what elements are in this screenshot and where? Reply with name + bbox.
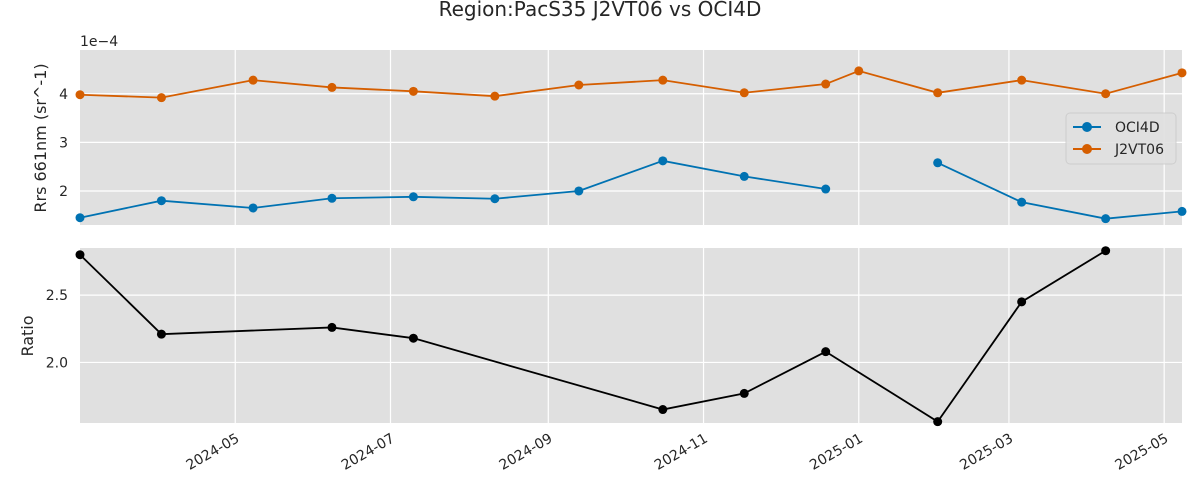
data-point-j2vt06 [248, 75, 258, 85]
data-point-oci4d [408, 192, 418, 202]
legend: OCI4D J2VT06 [1065, 112, 1177, 165]
data-point-oci4d [821, 184, 831, 194]
data-point-ratio [156, 329, 166, 339]
data-point-ratio [408, 333, 418, 343]
y-tick-label: 2.5 [46, 288, 68, 304]
panel-top-offset-text: 1e−4 [80, 34, 118, 50]
data-point-ratio [821, 347, 831, 357]
data-point-oci4d [327, 193, 337, 203]
data-point-j2vt06 [156, 93, 166, 103]
x-tick-label: 2024-09 [497, 431, 556, 474]
x-tick-label: 2024-11 [652, 431, 711, 474]
data-point-oci4d [156, 196, 166, 206]
x-tick-label: 2025-01 [807, 431, 866, 474]
chart-title: Region:PacS35 J2VT06 vs OCI4D [439, 0, 762, 21]
panel-bottom: 2.0 2.5 Ratio [18, 246, 1182, 427]
y-tick-label: 2 [59, 184, 68, 200]
series-line-ratio [79, 249, 1107, 423]
data-point-j2vt06 [739, 88, 749, 98]
y-tick-label: 4 [59, 87, 68, 103]
panel-top-y-ticks: 2 3 4 [59, 87, 68, 200]
data-point-j2vt06 [327, 82, 337, 92]
panel-top-series [75, 66, 1187, 224]
panel-bottom-background [80, 248, 1182, 423]
legend-label-j2vt06: J2VT06 [1114, 142, 1164, 158]
series-line-oci4d [937, 161, 1183, 220]
data-point-oci4d [1101, 214, 1111, 224]
x-tick-label: 2024-05 [184, 431, 243, 474]
x-tick-label: 2025-05 [1113, 431, 1172, 474]
series-line-oci4d [79, 159, 826, 219]
data-point-j2vt06 [574, 80, 584, 90]
data-point-oci4d [1177, 206, 1187, 216]
data-point-j2vt06 [854, 66, 864, 76]
legend-label-oci4d: OCI4D [1115, 120, 1160, 136]
x-axis-ticks: 2024-05 2024-07 2024-09 2024-11 2025-01 2025-… [184, 431, 1172, 474]
data-point-oci4d [248, 203, 258, 213]
legend-marker-oci4d [1082, 122, 1092, 132]
panel-bottom-y-axis-label: Ratio [18, 315, 37, 356]
data-point-j2vt06 [490, 91, 500, 101]
data-point-j2vt06 [933, 88, 943, 98]
data-point-ratio [327, 322, 337, 332]
legend-marker-j2vt06 [1082, 144, 1092, 154]
data-point-j2vt06 [821, 79, 831, 89]
panel-bottom-grid [80, 248, 1182, 423]
data-point-oci4d [75, 213, 85, 223]
y-tick-label: 3 [59, 135, 68, 151]
data-point-ratio [75, 250, 85, 260]
data-point-j2vt06 [1017, 75, 1027, 85]
panel-top: 2 3 4 1e−4 Rrs 661nm (sr^-1) OCI4D J2VT06 [31, 34, 1187, 225]
x-tick-label: 2025-03 [957, 431, 1016, 474]
data-point-ratio [1101, 246, 1111, 256]
panel-top-background [80, 50, 1182, 225]
panel-top-y-axis-label: Rrs 661nm (sr^-1) [31, 63, 50, 212]
legend-box [1065, 112, 1177, 165]
data-point-ratio [739, 388, 749, 398]
data-point-oci4d [658, 156, 668, 166]
panel-bottom-series [75, 246, 1111, 427]
data-point-ratio [933, 417, 943, 427]
data-point-j2vt06 [1177, 68, 1187, 78]
data-point-ratio [1017, 297, 1027, 307]
data-point-ratio [658, 405, 668, 415]
data-point-oci4d [574, 186, 584, 196]
data-point-j2vt06 [408, 86, 418, 96]
panel-bottom-y-ticks: 2.0 2.5 [46, 288, 68, 371]
data-point-oci4d [933, 158, 943, 168]
data-point-oci4d [1017, 197, 1027, 207]
y-tick-label: 2.0 [46, 355, 68, 371]
x-tick-label: 2024-07 [339, 431, 398, 474]
data-point-j2vt06 [75, 90, 85, 100]
data-point-oci4d [739, 171, 749, 181]
data-point-j2vt06 [1101, 89, 1111, 99]
data-point-oci4d [490, 194, 500, 204]
data-point-j2vt06 [658, 75, 668, 85]
